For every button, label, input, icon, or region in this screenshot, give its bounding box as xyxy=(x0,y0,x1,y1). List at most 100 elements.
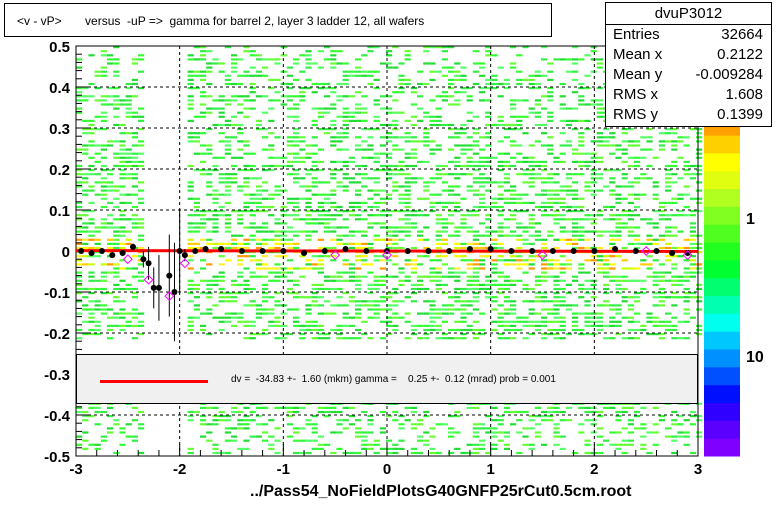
heat-cell xyxy=(336,82,343,86)
heat-cell xyxy=(590,214,597,217)
heat-cell xyxy=(491,431,498,434)
heat-cell xyxy=(94,447,101,450)
heat-cell xyxy=(466,406,473,409)
heat-cell xyxy=(441,255,448,258)
heat-cell xyxy=(634,296,641,299)
heat-cell xyxy=(466,156,473,159)
stats-label: Mean x xyxy=(613,46,663,63)
heat-cell xyxy=(435,279,442,282)
heat-cell xyxy=(237,419,244,422)
heat-cell xyxy=(528,74,535,77)
heat-cell xyxy=(268,169,275,172)
heat-cell xyxy=(299,337,306,340)
heat-cell xyxy=(683,160,690,163)
heat-cell xyxy=(237,132,244,135)
heat-cell xyxy=(410,156,417,159)
heat-cell xyxy=(113,226,120,229)
heat-cell xyxy=(522,238,529,241)
heat-cell xyxy=(342,189,349,192)
heat-cell xyxy=(305,66,312,69)
heat-cell xyxy=(615,283,622,286)
heat-cell xyxy=(596,156,603,159)
heat-cell xyxy=(547,99,554,102)
heat-cell xyxy=(193,87,200,90)
heat-cell xyxy=(94,308,101,311)
heat-cell xyxy=(386,238,393,241)
heat-cell xyxy=(584,181,591,184)
heat-cell xyxy=(572,328,579,332)
heat-cell xyxy=(596,316,603,319)
heat-cell xyxy=(218,263,225,266)
heat-cell xyxy=(472,234,479,237)
heat-cell xyxy=(342,337,349,340)
heat-cell xyxy=(683,431,690,434)
stats-divider xyxy=(606,24,771,25)
heat-cell xyxy=(348,316,355,319)
heat-cell xyxy=(621,177,628,180)
heat-cell xyxy=(317,259,324,262)
heat-cell xyxy=(528,308,535,311)
heat-cell xyxy=(237,103,244,106)
heat-cell xyxy=(448,78,455,81)
heat-cell xyxy=(262,242,269,245)
heat-cell xyxy=(88,316,95,319)
heat-cell xyxy=(100,144,107,147)
heat-cell xyxy=(311,296,318,299)
heat-cell xyxy=(330,50,337,53)
heat-cell xyxy=(404,189,411,192)
heat-cell xyxy=(646,234,653,237)
heat-cell xyxy=(460,123,467,127)
heat-cell xyxy=(237,271,244,274)
heat-cell xyxy=(100,292,107,295)
heat-cell xyxy=(212,164,219,168)
heat-cell xyxy=(466,287,473,291)
heat-cell xyxy=(398,447,405,450)
heat-cell xyxy=(224,246,231,250)
heat-cell xyxy=(94,70,101,73)
heat-cell xyxy=(683,279,690,282)
heat-cell xyxy=(689,259,696,262)
heat-cell xyxy=(441,320,448,323)
heat-cell xyxy=(113,230,120,233)
heat-cell xyxy=(293,205,300,209)
heat-cell xyxy=(193,226,200,229)
heat-cell xyxy=(348,300,355,303)
heat-cell xyxy=(503,218,510,221)
heat-cell xyxy=(379,226,386,229)
heat-cell xyxy=(671,132,678,135)
heat-cell xyxy=(454,226,461,229)
heat-cell xyxy=(497,123,504,127)
heat-cell xyxy=(100,177,107,180)
heat-cell xyxy=(578,58,585,61)
heat-cell xyxy=(317,324,324,327)
heat-cell xyxy=(572,320,579,323)
heat-cell xyxy=(249,234,256,237)
heat-cell xyxy=(268,193,275,196)
heat-cell xyxy=(361,410,368,414)
heat-cell xyxy=(565,218,572,221)
heat-cell xyxy=(274,406,281,409)
heat-cell xyxy=(286,406,293,409)
heat-cell xyxy=(596,136,603,139)
heat-cell xyxy=(503,123,510,127)
heat-cell xyxy=(689,292,696,295)
heat-cell xyxy=(665,242,672,245)
heat-cell xyxy=(696,333,703,336)
heat-cell xyxy=(113,316,120,319)
heat-cell xyxy=(324,230,331,233)
heat-cell xyxy=(330,451,337,455)
x-tick-labels: -3 -2 -1 0 1 2 3 xyxy=(69,461,702,478)
heat-cell xyxy=(373,70,380,73)
heat-cell xyxy=(658,296,665,299)
heat-cell xyxy=(584,230,591,233)
heat-cell xyxy=(615,201,622,204)
heat-cell xyxy=(590,99,597,102)
heat-cell xyxy=(76,87,83,90)
heat-cell xyxy=(417,82,424,86)
heat-cell xyxy=(231,316,238,319)
heat-cell xyxy=(373,128,380,131)
heat-cell xyxy=(212,283,219,286)
heat-cell xyxy=(627,230,634,233)
heat-cell xyxy=(491,197,498,200)
heat-cell xyxy=(82,308,89,311)
